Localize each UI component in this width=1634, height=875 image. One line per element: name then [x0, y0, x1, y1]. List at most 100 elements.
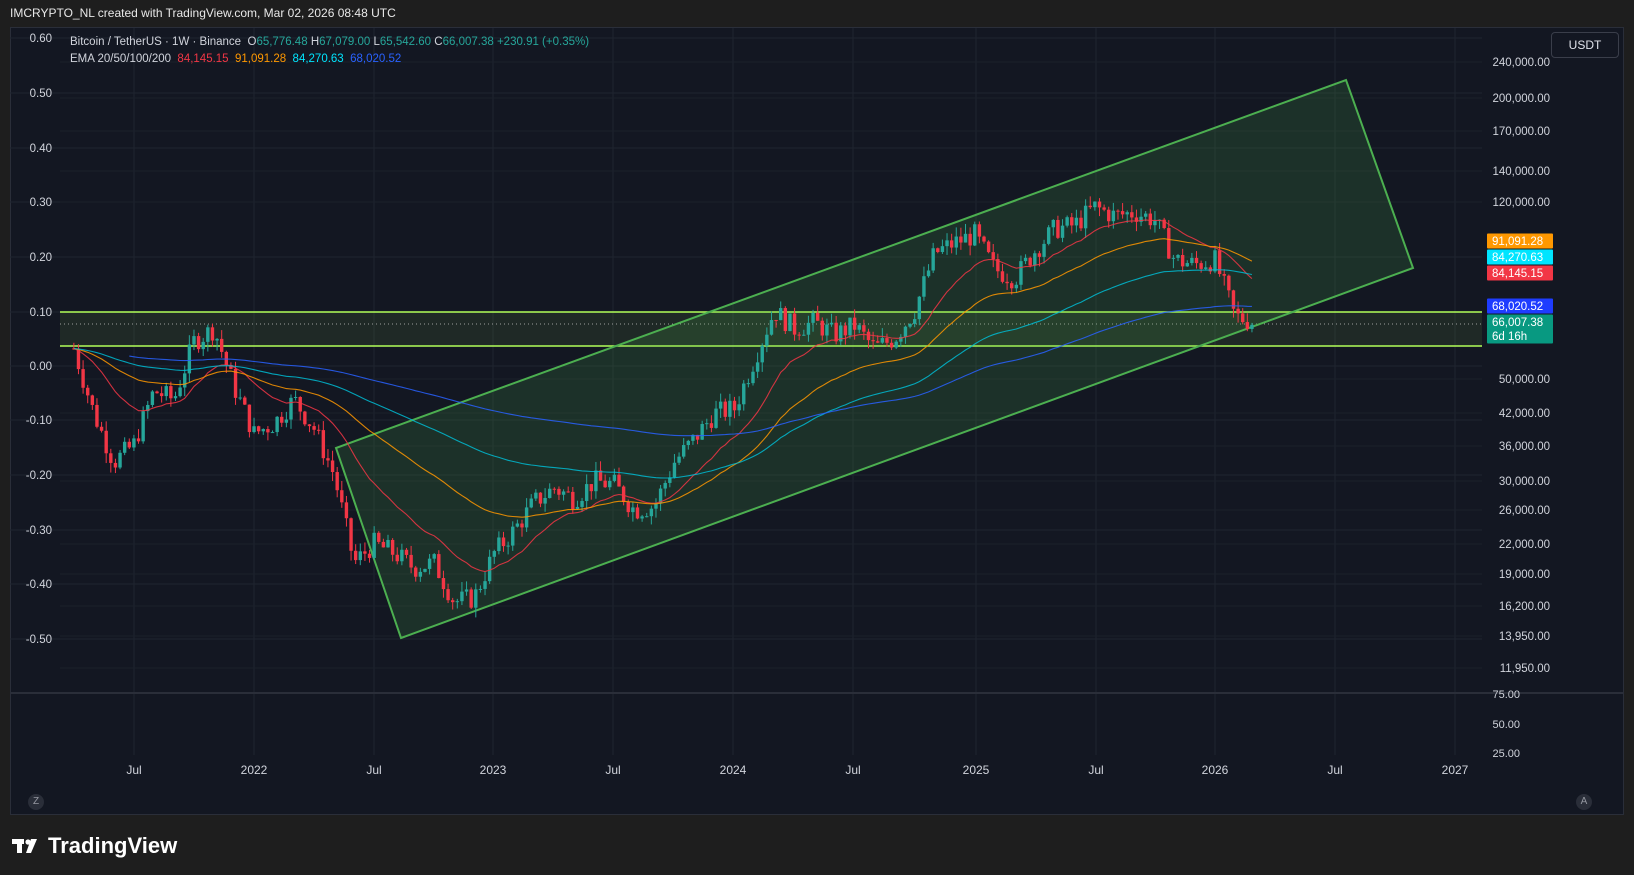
candle-up: [612, 474, 617, 481]
candle-down: [1227, 275, 1231, 291]
price-label-text: 91,091.28: [1492, 236, 1543, 248]
candle-down: [90, 395, 95, 405]
candle-up: [806, 322, 811, 335]
left-axis-tick-label: 0.00: [30, 361, 52, 373]
brand-name: TradingView: [48, 833, 178, 858]
candle-down: [233, 368, 238, 398]
candle-down: [621, 486, 626, 503]
candle-down: [598, 470, 603, 481]
candle-down: [1245, 322, 1250, 329]
candle-up: [857, 325, 861, 330]
candle-down: [982, 236, 986, 242]
y-axis-tick-label: 50,000.00: [1499, 374, 1550, 386]
candle-down: [437, 554, 441, 579]
candle-down: [1130, 212, 1134, 218]
candle-up: [575, 506, 580, 509]
candle-down: [589, 484, 593, 492]
candle-up: [386, 539, 390, 548]
candle-up: [492, 551, 496, 557]
candle-up: [132, 438, 136, 448]
candle-down: [626, 502, 630, 513]
candle-up: [755, 362, 760, 372]
candle-up: [1171, 257, 1176, 259]
ema-label[interactable]: EMA 20/50/100/200: [70, 53, 172, 65]
left-axis-tick-label: -0.30: [26, 525, 52, 537]
candle-down: [256, 426, 261, 432]
candle-down: [247, 404, 252, 433]
candle-down: [224, 351, 229, 366]
candle-up: [714, 408, 718, 428]
tradingview-logo[interactable]: TradingView: [12, 833, 177, 859]
candle-down: [367, 553, 372, 558]
candle-up: [848, 317, 852, 336]
candle-up: [686, 440, 691, 446]
candle-up: [478, 588, 483, 590]
candle-up: [284, 419, 289, 423]
candle-down: [76, 348, 81, 370]
candle-up: [178, 387, 182, 397]
candle-down: [959, 236, 963, 243]
candle-down: [1148, 213, 1153, 226]
y-axis-tick-label: 42,000.00: [1499, 408, 1550, 420]
candle-down: [441, 578, 446, 590]
x-axis-tick-label: 2023: [480, 763, 507, 777]
candle-down: [862, 325, 866, 332]
currency-button[interactable]: USDT: [1551, 32, 1619, 58]
candle-up: [705, 423, 709, 425]
candle-down: [1005, 281, 1009, 284]
candle-up: [293, 396, 298, 398]
candle-down: [330, 460, 335, 473]
candle-down: [1236, 308, 1240, 314]
candle-up: [631, 507, 635, 513]
candle-up: [206, 327, 210, 342]
candle-up: [760, 345, 764, 363]
candle-down: [1241, 313, 1245, 323]
candle-up: [464, 589, 469, 592]
y-axis-tick-label: 240,000.00: [1492, 57, 1550, 69]
candle-up: [1033, 253, 1037, 266]
auto-scale-button[interactable]: A: [1576, 794, 1592, 810]
y-axis-tick-label: 16,200.00: [1499, 601, 1550, 613]
candle-down: [104, 430, 108, 454]
ema50-line: [73, 238, 1253, 518]
open-label: O: [247, 36, 257, 48]
candle-up: [238, 397, 242, 399]
candle-up: [811, 312, 815, 323]
candle-down: [298, 396, 302, 412]
candle-up: [474, 589, 478, 608]
candle-up: [1046, 227, 1051, 244]
candle-up: [580, 501, 584, 507]
left-axis-tick-label: 0.20: [30, 252, 52, 264]
left-axis-tick-label: 0.60: [30, 33, 52, 45]
candle-up: [164, 386, 168, 397]
ema100-value: 84,270.63: [292, 53, 344, 65]
candle-up: [261, 429, 265, 432]
candle-up: [1065, 217, 1069, 226]
price-label-text: 6d 16h: [1492, 331, 1527, 343]
candle-up: [963, 233, 968, 243]
candle-down: [307, 424, 312, 427]
candle-down: [732, 400, 737, 411]
close-value: 66,007.38: [442, 36, 494, 48]
candle-up: [672, 462, 677, 478]
candle-up: [926, 270, 931, 277]
candle-down: [1208, 267, 1213, 272]
symbol-name[interactable]: Bitcoin / TetherUS · 1W · Binance: [70, 36, 242, 48]
candle-up: [187, 344, 192, 374]
candle-up: [506, 545, 510, 547]
zoom-toggle-button[interactable]: Z: [28, 794, 44, 810]
left-axis-tick-label: 0.10: [30, 307, 52, 319]
candle-down: [210, 327, 215, 341]
candle-down: [1231, 290, 1236, 309]
candle-down: [843, 325, 848, 336]
candle-up: [183, 373, 187, 388]
y-axis-tick-label: 11,950.00: [1500, 663, 1550, 675]
candle-down: [1116, 210, 1120, 212]
candle-down: [820, 320, 824, 336]
candle-up: [543, 497, 547, 504]
candle-down: [1120, 211, 1125, 215]
price-label-box: [1487, 265, 1553, 281]
candle-up: [718, 401, 723, 409]
candle-down: [936, 248, 940, 253]
